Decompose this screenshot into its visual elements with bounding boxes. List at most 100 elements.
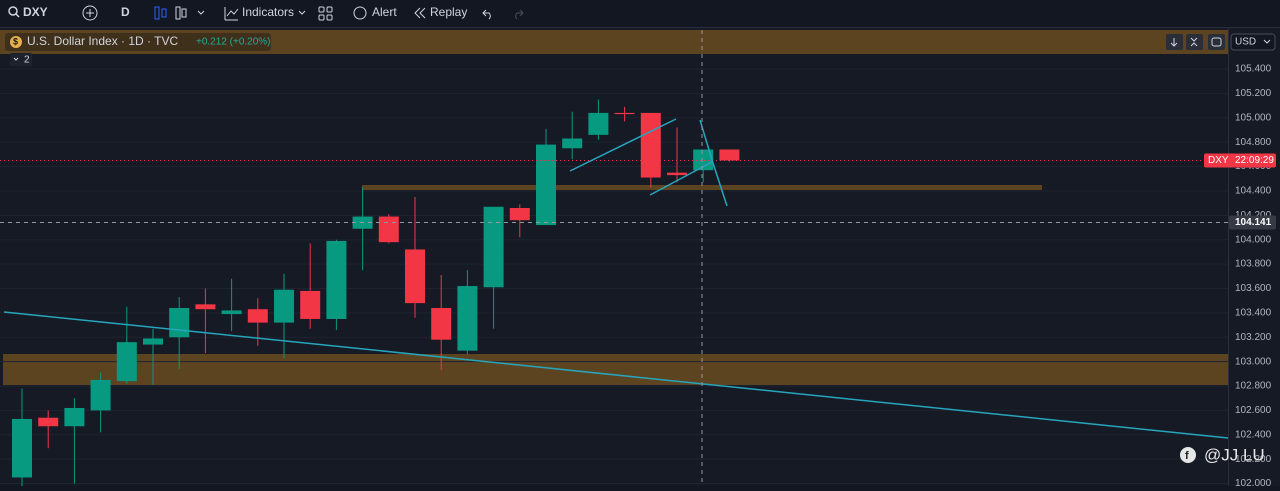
- candle-body: [431, 307, 452, 340]
- search-icon: [8, 6, 18, 16]
- y-tick-label: 104.400: [1235, 186, 1272, 197]
- candle-body: [378, 216, 399, 243]
- reset-button[interactable]: [1208, 34, 1225, 50]
- alert-button[interactable]: Alert: [353, 5, 397, 20]
- candle-body: [509, 208, 530, 221]
- compare-icon: [86, 9, 94, 17]
- candle-body: [667, 172, 687, 176]
- candle-body: [483, 206, 504, 288]
- y-tick-label: 105.200: [1235, 88, 1272, 99]
- candle-body: [221, 310, 242, 315]
- templates-button[interactable]: [318, 6, 333, 21]
- y-tick-label: 103.600: [1235, 283, 1272, 294]
- indicators-button[interactable]: Indicators: [224, 5, 306, 21]
- y-tick-label: 103.000: [1235, 356, 1272, 367]
- search-icon: [15, 13, 20, 18]
- y-tick-label: 104.000: [1235, 234, 1272, 245]
- candle-body: [719, 149, 740, 161]
- redo-button[interactable]: [515, 9, 524, 20]
- icon: [161, 8, 167, 18]
- crosshair-tag: [1229, 215, 1276, 230]
- candle-body: [274, 289, 294, 323]
- candle-body: [12, 418, 32, 478]
- undo-button[interactable]: [482, 9, 491, 20]
- watermark: f @JJ LU: [1180, 445, 1265, 464]
- icon: [326, 6, 333, 13]
- y-tick-label: 102.600: [1235, 405, 1272, 416]
- candle-body: [457, 286, 478, 351]
- last-price-tag: [1204, 153, 1276, 168]
- candle-body: [614, 112, 635, 115]
- icon: [318, 6, 325, 13]
- compare-button[interactable]: [82, 5, 98, 21]
- indicator-count: 2: [24, 55, 30, 66]
- candle-body: [38, 417, 59, 427]
- y-tick-label: 105.000: [1235, 112, 1272, 123]
- legend-box[interactable]: [5, 33, 271, 51]
- candle-body: [64, 407, 85, 427]
- symbol-search[interactable]: DXY: [8, 5, 48, 19]
- candle-body: [90, 379, 111, 411]
- candle-body: [300, 290, 321, 319]
- indicators-toggle[interactable]: [10, 53, 32, 66]
- facebook-letter: f: [1185, 450, 1189, 462]
- plot: [0, 68, 1228, 486]
- icon: [181, 8, 187, 18]
- legend-title: U.S. Dollar Index · 1D · TVC: [27, 34, 178, 48]
- candle-body: [116, 342, 137, 382]
- icon: [1263, 39, 1271, 44]
- trend-line: [699, 119, 728, 207]
- candle-body: [143, 338, 163, 345]
- candle-body: [405, 249, 425, 304]
- candle-body: [588, 112, 609, 135]
- candle-body: [640, 112, 661, 178]
- icon: [1190, 37, 1198, 47]
- icon: [318, 14, 325, 21]
- currency-button[interactable]: [1230, 33, 1276, 51]
- icon: [298, 10, 306, 15]
- y-tick-label: 102.800: [1235, 381, 1272, 392]
- y-tick-label: 103.400: [1235, 308, 1272, 319]
- trend-line: [569, 118, 677, 172]
- y-tick-label: 102.200: [1235, 454, 1272, 465]
- icon: [1211, 37, 1222, 47]
- support-zone: [3, 354, 1228, 385]
- trend-line: [3, 311, 1229, 439]
- watermark-text: @JJ LU: [1204, 445, 1265, 464]
- legend-change: +0.212 (+0.20%): [196, 37, 271, 48]
- y-tick-label: 103.200: [1235, 332, 1272, 343]
- candle-body: [693, 149, 714, 171]
- y-tick-label: 102.400: [1235, 429, 1272, 440]
- candle-body: [536, 144, 556, 226]
- interval[interactable]: D: [121, 5, 130, 19]
- icon: [197, 10, 205, 15]
- chart-type-button[interactable]: [154, 6, 205, 20]
- support-line-zone: [362, 185, 1042, 190]
- collapse-button[interactable]: [1186, 34, 1203, 50]
- y-tick-label: 105.400: [1235, 64, 1272, 75]
- crosshair-price: 104.141: [1235, 217, 1272, 228]
- logo-letter: $: [13, 36, 18, 46]
- candle-body: [326, 240, 347, 319]
- countdown: 22:09:29: [1235, 155, 1274, 166]
- tag-symbol: DXY: [1208, 155, 1229, 166]
- icon: [353, 6, 367, 20]
- alert-label: Alert: [372, 5, 397, 19]
- icon: [13, 57, 19, 61]
- symbol: DXY: [23, 5, 48, 19]
- icon: [1170, 38, 1178, 47]
- replay-button[interactable]: Replay: [414, 5, 467, 19]
- symbol-logo: [10, 36, 22, 48]
- toolbar: [0, 0, 1280, 27]
- icon: [154, 6, 160, 20]
- candle-body: [247, 309, 268, 323]
- currency: USD: [1235, 37, 1256, 48]
- icon: [175, 6, 181, 20]
- price-axis: [1228, 28, 1280, 486]
- icon: [326, 14, 333, 21]
- y-tick-label: 104.800: [1235, 137, 1272, 148]
- y-tick-label: 103.800: [1235, 259, 1272, 270]
